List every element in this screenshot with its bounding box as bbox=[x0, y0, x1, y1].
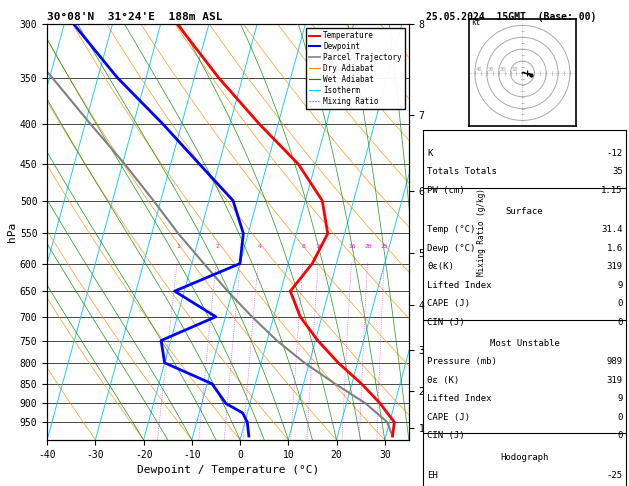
Text: 8: 8 bbox=[302, 243, 306, 248]
Text: 20: 20 bbox=[364, 243, 372, 248]
Text: -12: -12 bbox=[606, 149, 623, 158]
Text: θε (K): θε (K) bbox=[427, 376, 459, 385]
Legend: Temperature, Dewpoint, Parcel Trajectory, Dry Adiabat, Wet Adiabat, Isotherm, Mi: Temperature, Dewpoint, Parcel Trajectory… bbox=[306, 28, 405, 109]
Text: Lifted Index: Lifted Index bbox=[427, 281, 492, 290]
Text: 1: 1 bbox=[177, 243, 181, 248]
Text: 319: 319 bbox=[606, 262, 623, 271]
Text: 989: 989 bbox=[606, 357, 623, 366]
Text: 9: 9 bbox=[617, 394, 623, 403]
Text: Lifted Index: Lifted Index bbox=[427, 394, 492, 403]
Text: K: K bbox=[427, 149, 433, 158]
Text: 25: 25 bbox=[381, 243, 388, 248]
Text: 4: 4 bbox=[257, 243, 261, 248]
Text: Surface: Surface bbox=[506, 207, 543, 216]
Text: PW (cm): PW (cm) bbox=[427, 186, 465, 195]
Text: Hodograph: Hodograph bbox=[501, 452, 548, 462]
Text: -25: -25 bbox=[606, 471, 623, 480]
Text: 30: 30 bbox=[487, 67, 494, 72]
Text: θε(K): θε(K) bbox=[427, 262, 454, 271]
Text: 16: 16 bbox=[348, 243, 356, 248]
Text: 9: 9 bbox=[617, 281, 623, 290]
Text: Most Unstable: Most Unstable bbox=[489, 339, 560, 348]
Text: 0: 0 bbox=[617, 299, 623, 308]
Text: kt: kt bbox=[471, 18, 481, 27]
Text: 319: 319 bbox=[606, 376, 623, 385]
Text: 0: 0 bbox=[617, 413, 623, 422]
Text: Mixing Ratio (g/kg): Mixing Ratio (g/kg) bbox=[477, 188, 486, 276]
X-axis label: Dewpoint / Temperature (°C): Dewpoint / Temperature (°C) bbox=[137, 465, 319, 475]
Y-axis label: hPa: hPa bbox=[7, 222, 17, 242]
Text: CAPE (J): CAPE (J) bbox=[427, 413, 470, 422]
Text: CAPE (J): CAPE (J) bbox=[427, 299, 470, 308]
Text: 10: 10 bbox=[315, 243, 323, 248]
Text: 3: 3 bbox=[240, 243, 243, 248]
Text: 31.4: 31.4 bbox=[601, 226, 623, 234]
Text: Dewp (°C): Dewp (°C) bbox=[427, 244, 476, 253]
Text: Pressure (mb): Pressure (mb) bbox=[427, 357, 497, 366]
Text: 30°08'N  31°24'E  188m ASL: 30°08'N 31°24'E 188m ASL bbox=[47, 12, 223, 22]
Text: 2: 2 bbox=[215, 243, 219, 248]
Y-axis label: km
ASL: km ASL bbox=[535, 26, 553, 48]
Text: CIN (J): CIN (J) bbox=[427, 318, 465, 327]
Text: 20: 20 bbox=[499, 67, 506, 72]
Text: 1.6: 1.6 bbox=[606, 244, 623, 253]
Text: 1.15: 1.15 bbox=[601, 186, 623, 195]
Text: 10: 10 bbox=[511, 67, 518, 72]
Text: CIN (J): CIN (J) bbox=[427, 431, 465, 440]
Text: 0: 0 bbox=[617, 318, 623, 327]
Text: 25.05.2024  15GMT  (Base: 00): 25.05.2024 15GMT (Base: 00) bbox=[426, 12, 597, 22]
Text: 0: 0 bbox=[617, 431, 623, 440]
Text: 35: 35 bbox=[612, 167, 623, 176]
Text: 40: 40 bbox=[476, 67, 482, 72]
Text: EH: EH bbox=[427, 471, 438, 480]
Text: Temp (°C): Temp (°C) bbox=[427, 226, 476, 234]
Text: Totals Totals: Totals Totals bbox=[427, 167, 497, 176]
